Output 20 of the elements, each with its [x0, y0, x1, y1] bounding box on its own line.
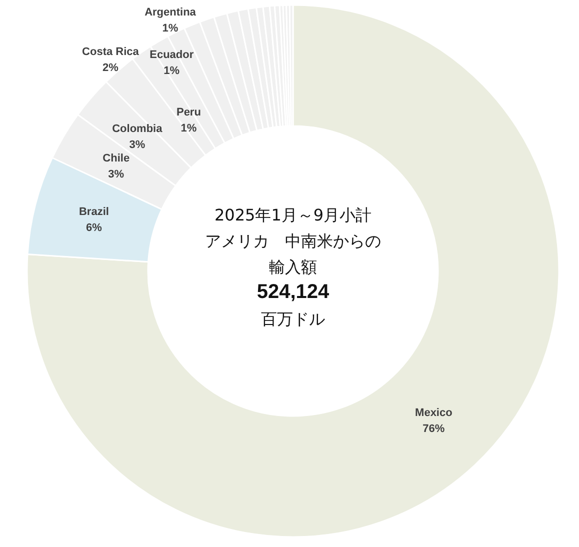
slice-label: Chile [102, 152, 130, 164]
data-label: 1% [162, 22, 178, 34]
slice-label: Colombia [112, 123, 164, 136]
text: アメリカ 中南米からの輸入額 [205, 232, 381, 276]
data-label: 1% [180, 122, 197, 135]
data-label: 3% [108, 168, 124, 180]
slice-label: Ecuador [150, 48, 194, 61]
slice-label: Argentina [144, 6, 197, 18]
text: 百万ドル [261, 310, 325, 328]
data-label: 76% [422, 422, 445, 435]
slice-label: Peru [176, 106, 201, 119]
text: 524,124 [256, 281, 330, 303]
data-label: 6% [86, 222, 102, 234]
slice-label: Brazil [78, 206, 109, 218]
data-label: 1% [164, 64, 180, 77]
slice-label: Mexico [415, 406, 453, 419]
slice-label: Costa Rica [82, 46, 140, 58]
data-label: 3% [129, 139, 146, 152]
text: 2025年1月～9月小計 [214, 206, 372, 224]
data-label: 2% [102, 62, 119, 74]
